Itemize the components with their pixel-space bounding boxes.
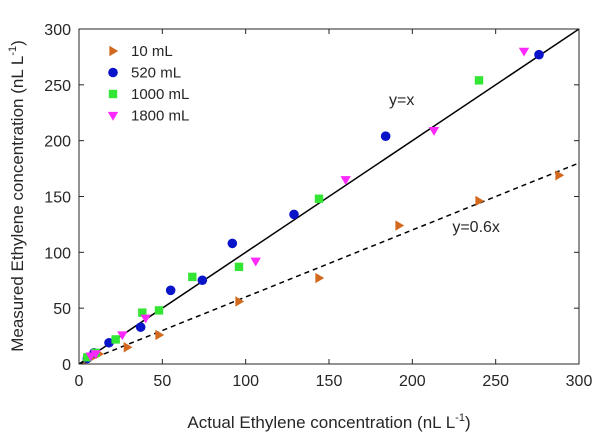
- legend-entry: 1800 mL: [107, 108, 189, 125]
- data-point: [235, 296, 245, 307]
- data-point: [197, 275, 208, 286]
- legend-entry: 520 mL: [108, 65, 181, 82]
- data-point: [111, 335, 120, 344]
- data-point: [117, 331, 128, 341]
- annotations: y=x y=0.6x: [389, 92, 500, 236]
- y-axis-title: Measured Ethylene concentration (nL L-1): [7, 40, 27, 352]
- data-point: [227, 238, 238, 249]
- y-tick-label: 300: [44, 22, 71, 39]
- annotation-y=x: y=x: [389, 92, 414, 109]
- legend-marker: [109, 45, 119, 57]
- x-axis-title: Actual Ethylene concentration (nL L-1): [187, 412, 470, 432]
- legend-marker: [108, 89, 118, 99]
- data-point: [289, 209, 299, 220]
- y-tick-label: 150: [44, 190, 71, 207]
- data-point: [165, 285, 176, 296]
- data-point: [315, 272, 325, 284]
- legend-entry: 1000 mL: [108, 86, 189, 103]
- data-point: [395, 220, 405, 231]
- annotation-y=0.6x: y=0.6x: [452, 219, 500, 236]
- x-tick-label: 150: [316, 373, 343, 390]
- x-tick-label: 100: [232, 373, 259, 390]
- data-point: [250, 257, 261, 267]
- data-point: [155, 329, 165, 341]
- data-point: [138, 308, 147, 317]
- x-tick-label: 50: [153, 373, 171, 390]
- data-point: [518, 47, 530, 57]
- legend-label: 10 mL: [131, 43, 173, 60]
- data-point: [135, 322, 146, 332]
- legend-marker: [108, 67, 118, 78]
- legend-label: 1000 mL: [131, 86, 189, 103]
- data-point: [140, 314, 151, 324]
- y-tick-label: 200: [44, 134, 71, 151]
- data-point: [90, 350, 101, 360]
- data-point: [104, 337, 114, 348]
- legend-marker: [107, 111, 119, 121]
- data-point: [234, 262, 244, 272]
- legend-label: 520 mL: [131, 65, 181, 82]
- data-point: [555, 170, 565, 181]
- y-axis-ticks: 0 50 100 150 200 250 300: [44, 22, 579, 374]
- x-axis-ticks: 0 50 100 150 200 250 300: [75, 29, 593, 390]
- data-point: [428, 126, 440, 136]
- y-tick-label: 50: [53, 301, 71, 318]
- legend-label: 1800 mL: [131, 108, 189, 125]
- data-point: [154, 306, 164, 315]
- data-point: [475, 195, 485, 207]
- y-tick-label: 0: [62, 357, 71, 374]
- data-point: [83, 353, 92, 362]
- data-point: [314, 194, 324, 203]
- data-point: [380, 131, 391, 141]
- data-point: [340, 176, 351, 185]
- data-point: [188, 272, 197, 282]
- legend-entry: 10 mL: [109, 43, 173, 60]
- x-tick-label: 0: [75, 373, 84, 390]
- legend: 10 mL 520 mL 1000 mL 1800 mL: [107, 43, 189, 125]
- x-tick-label: 200: [399, 373, 426, 390]
- x-tick-label: 300: [566, 373, 593, 390]
- data-point: [123, 342, 133, 353]
- series-1800-mL: [85, 47, 530, 362]
- reference-line-y=0.6x: [79, 162, 579, 364]
- y-tick-label: 100: [44, 245, 71, 262]
- data-point: [474, 76, 484, 85]
- x-tick-label: 250: [482, 373, 509, 390]
- data-points: [82, 47, 565, 365]
- y-tick-label: 250: [44, 78, 71, 95]
- data-point: [534, 49, 544, 60]
